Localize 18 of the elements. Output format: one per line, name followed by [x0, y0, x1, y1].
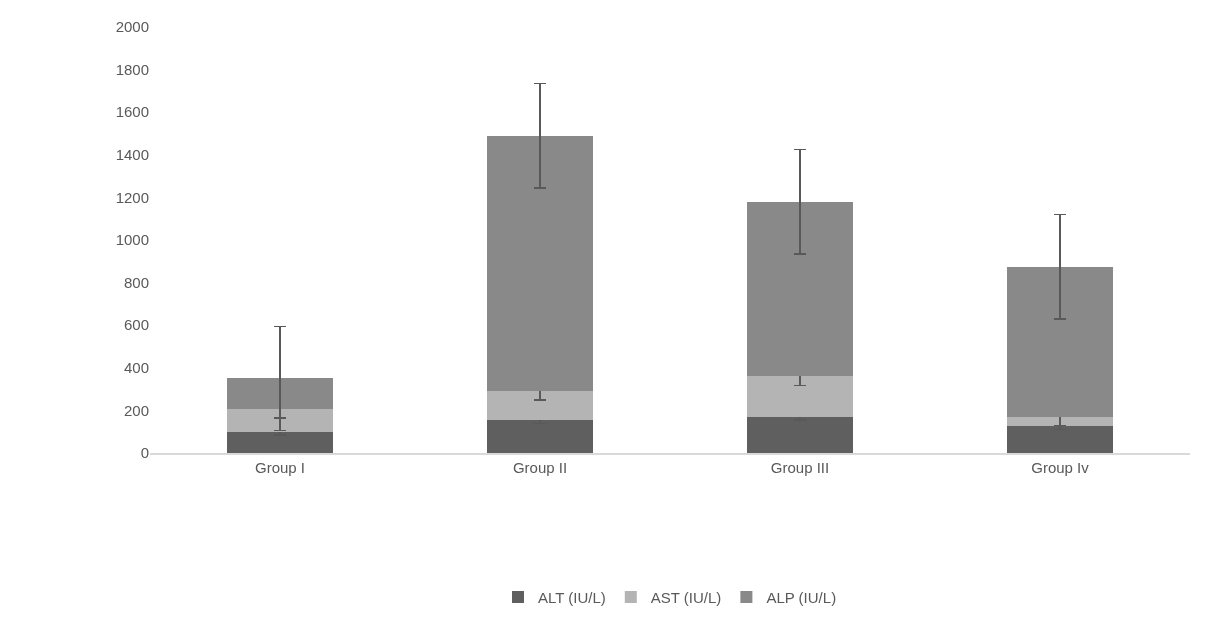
y-tick-label: 1200	[115, 188, 149, 206]
x-tick-label: Group Iv	[1031, 458, 1090, 476]
x-tick-label: Group II	[512, 458, 568, 476]
y-tick-label: 600	[123, 316, 149, 334]
y-tick-label: 2000	[115, 18, 149, 36]
y-tick-label: 1600	[115, 103, 149, 121]
y-tick-label: 1000	[115, 231, 149, 249]
legend-label: ALT (IU/L)	[538, 588, 606, 606]
legend-label: AST (IU/L)	[650, 588, 722, 606]
x-tick-label: Group III	[770, 458, 830, 476]
y-tick-label: 800	[123, 273, 149, 291]
legend-label: ALP (IU/L)	[766, 588, 837, 606]
y-tick-label: 200	[123, 401, 149, 419]
y-tick-label: 1800	[115, 60, 149, 78]
y-tick-label: 0	[140, 444, 149, 462]
y-tick-label: 400	[123, 359, 149, 377]
x-tick-label: Group I	[254, 458, 306, 476]
y-tick-label: 1400	[115, 146, 149, 164]
